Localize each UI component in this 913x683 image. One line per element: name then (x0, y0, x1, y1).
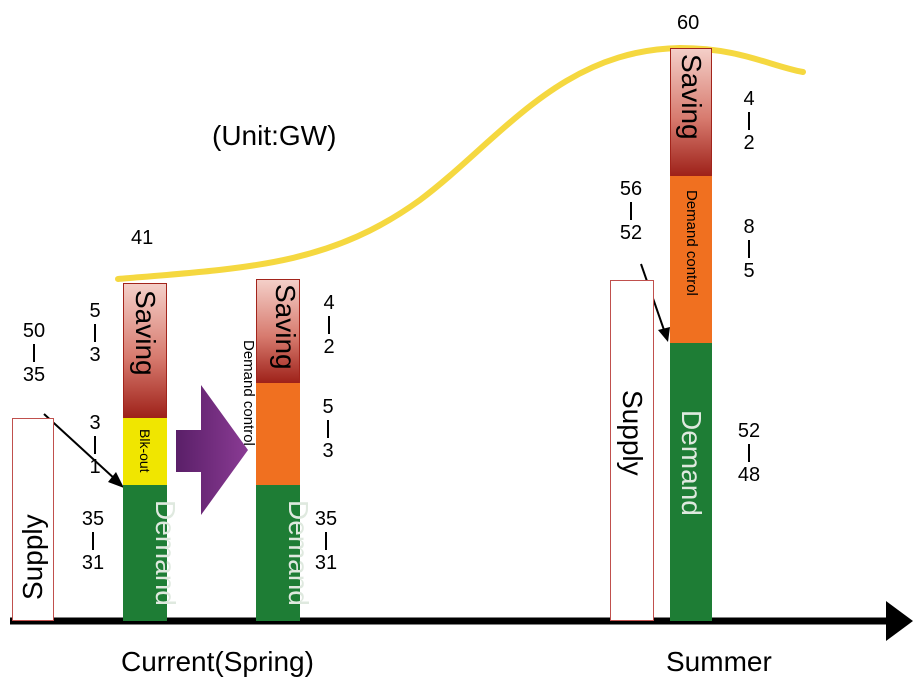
demand-segment-summer (670, 343, 712, 621)
range-dash (748, 240, 750, 258)
range-dash (92, 532, 94, 550)
pointer-arrowhead-current (108, 472, 124, 488)
supply-label-summer: Supply (617, 390, 648, 476)
current-saving-range: 5 3 (83, 300, 107, 366)
saving-label-current: Saving (130, 290, 161, 376)
summer-saving-range: 4 2 (738, 88, 760, 154)
range-dash (33, 344, 35, 362)
summer-demand-low: 48 (737, 464, 761, 486)
current-total-value: 41 (131, 227, 154, 249)
summer-demand-range: 52 48 (735, 420, 763, 486)
demand-label-current-text: Demand (150, 500, 180, 606)
axis-arrowhead (886, 601, 913, 641)
current-blackout-high: 3 (89, 412, 101, 434)
range-dash (748, 444, 750, 462)
pointer-arrow-current (43, 413, 117, 481)
blackout-segment-current (123, 418, 167, 485)
summer-saving-high: 4 (743, 88, 755, 110)
current-blackout-range: 3 1 (83, 412, 107, 478)
current-demand-high: 35 (81, 508, 105, 530)
current-supply-range: 50 35 (20, 320, 48, 386)
current-demand-low: 31 (81, 552, 105, 574)
transition-arrow (176, 385, 248, 515)
axis-label-current: Current(Spring) (121, 646, 314, 677)
summer-saving-low: 2 (743, 132, 755, 154)
mid-demand-control-low: 3 (322, 440, 334, 462)
range-dash (748, 112, 750, 130)
range-dash (94, 324, 96, 342)
supply-label-current: Supply (17, 514, 48, 600)
current-supply-high: 50 (22, 320, 46, 342)
unit-label: (Unit:GW) (212, 120, 337, 151)
saving-segment-mid (256, 279, 300, 383)
mid-demand-control-range: 5 3 (316, 396, 340, 462)
mid-demand-high: 35 (314, 508, 338, 530)
demand-segment-current (123, 485, 167, 621)
range-dash (325, 532, 327, 550)
summer-demand-control-high: 8 (743, 216, 755, 238)
demand-label-summer: Demand (676, 410, 707, 516)
saving-label-mid: Saving (228, 284, 300, 380)
mid-saving-high: 4 (323, 292, 335, 314)
demand-control-label-summer: Demand control (683, 190, 700, 296)
demand-control-segment-mid (256, 383, 300, 485)
supply-bar-current (12, 418, 54, 621)
summer-supply-range: 56 52 (617, 178, 645, 244)
demand-segment-mid (256, 485, 300, 621)
mid-saving-low: 2 (323, 336, 335, 358)
demand-label-mid-text: Demand (283, 500, 313, 606)
demand-label-mid: Demand (233, 500, 313, 620)
demand-control-segment-summer (670, 176, 712, 343)
range-dash (327, 420, 329, 438)
summer-demand-high: 52 (737, 420, 761, 442)
current-saving-low: 3 (89, 344, 101, 366)
range-dash (328, 316, 330, 334)
range-dash (630, 202, 632, 220)
demand-label-current: Demand (100, 500, 180, 620)
saving-label-mid-text: Saving (270, 284, 300, 370)
mid-saving-range: 4 2 (318, 292, 340, 358)
current-supply-low: 35 (22, 364, 46, 386)
summer-supply-low: 52 (619, 222, 643, 244)
mid-demand-low: 31 (314, 552, 338, 574)
pointer-arrowhead-summer (658, 327, 670, 342)
saving-segment-summer (670, 48, 712, 176)
summer-supply-high: 56 (619, 178, 643, 200)
saving-label-summer: Saving (676, 54, 707, 140)
demand-control-label-mid: Demand control (240, 340, 257, 446)
supply-bar-summer (610, 280, 654, 621)
axis-label-summer: Summer (666, 646, 772, 677)
summer-total-value: 60 (677, 12, 700, 34)
current-demand-range: 35 31 (79, 508, 107, 574)
current-saving-high: 5 (89, 300, 101, 322)
demand-curve (115, 44, 806, 282)
mid-demand-control-high: 5 (322, 396, 334, 418)
summer-demand-control-low: 5 (743, 260, 755, 282)
saving-segment-current (123, 283, 167, 418)
blackout-label-current: Blk-out (137, 429, 153, 473)
range-dash (94, 436, 96, 454)
summer-demand-control-range: 8 5 (738, 216, 760, 282)
mid-demand-range: 35 31 (312, 508, 340, 574)
current-blackout-low: 1 (89, 456, 101, 478)
